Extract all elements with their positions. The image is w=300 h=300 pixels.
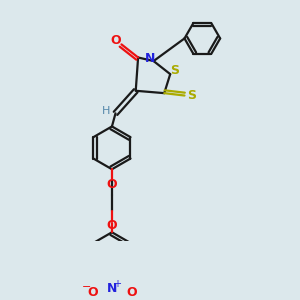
Text: +: + xyxy=(113,279,121,289)
Text: O: O xyxy=(110,34,121,47)
Text: O: O xyxy=(88,286,98,299)
Text: S: S xyxy=(187,89,196,102)
Text: N: N xyxy=(145,52,155,65)
Text: O: O xyxy=(126,286,137,299)
Text: −: − xyxy=(82,282,91,292)
Text: H: H xyxy=(102,106,110,116)
Text: S: S xyxy=(170,64,179,77)
Text: O: O xyxy=(106,219,117,232)
Text: O: O xyxy=(106,178,117,191)
Text: N: N xyxy=(107,282,117,295)
